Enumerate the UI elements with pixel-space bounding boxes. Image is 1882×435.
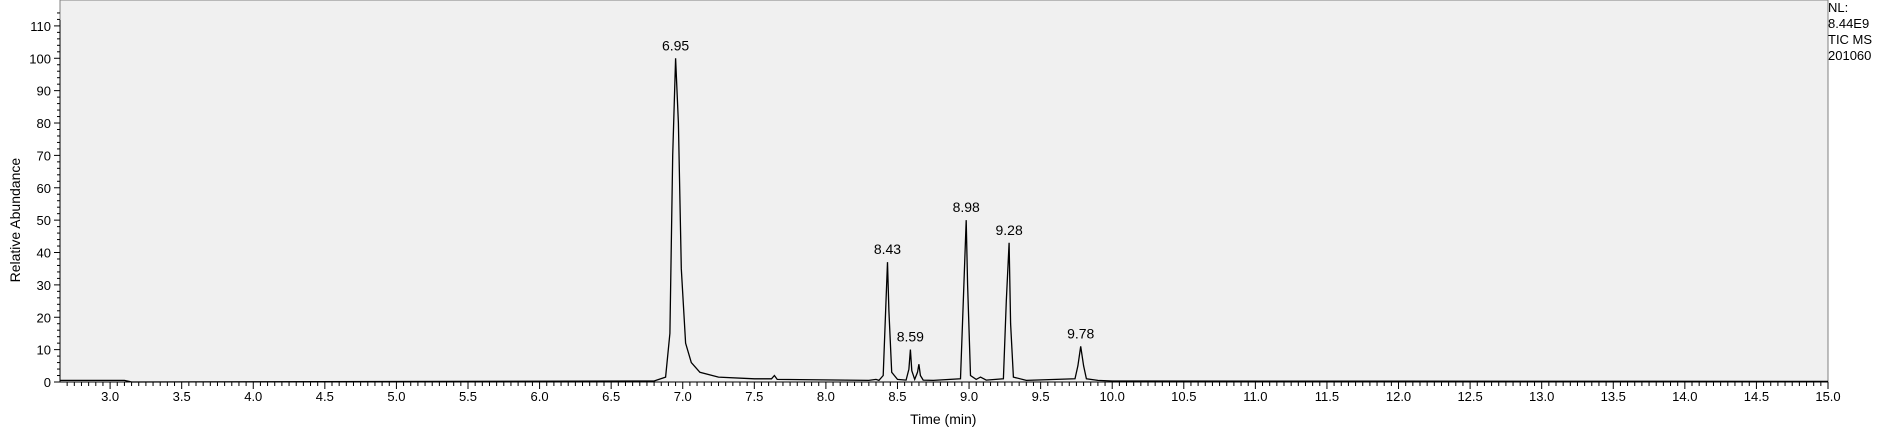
y-tick-label: 90 [37, 84, 51, 99]
x-tick-label: 4.0 [244, 389, 262, 404]
x-tick-label: 3.5 [173, 389, 191, 404]
minor-ticks [57, 12, 1822, 386]
nl-value: 8.44E9 [1828, 16, 1870, 31]
peak-labels: 6.95 8.43 8.59 8.98 9.28 9.78 [662, 37, 1095, 344]
x-tick-label: 13.5 [1601, 389, 1626, 404]
y-tick-label: 70 [37, 148, 51, 163]
plot-area [59, 0, 1829, 383]
x-axis-ticks: 3.0 3.5 4.0 4.5 5.0 5.5 6.0 6.5 7.0 7.5 8.0 8.5 9.0 9… [101, 382, 1841, 404]
x-tick-label: 5.5 [459, 389, 477, 404]
y-tick-label: 40 [37, 246, 51, 261]
y-tick-label: 60 [37, 181, 51, 196]
y-axis-ticks: 0 10 20 30 40 50 60 70 80 90 100 110 [29, 19, 60, 390]
tic-trace-line [60, 58, 1829, 383]
y-tick-label: 20 [37, 310, 51, 325]
x-tick-label: 6.5 [602, 389, 620, 404]
x-tick-label: 4.5 [316, 389, 334, 404]
x-tick-label: 11.0 [1243, 389, 1267, 404]
x-tick-label: 7.0 [674, 389, 692, 404]
x-tick-label: 9.5 [1032, 389, 1050, 404]
y-tick-label: 10 [37, 343, 51, 358]
peak-label: 6.95 [662, 37, 689, 53]
x-tick-label: 6.0 [531, 389, 549, 404]
x-tick-label: 3.0 [101, 389, 119, 404]
nl-label: NL: [1828, 0, 1849, 15]
y-tick-label: 80 [37, 116, 51, 131]
file-id: 201060 [1828, 48, 1872, 63]
trace-info-panel: NL: 8.44E9 TIC MS 201060 [1828, 0, 1882, 64]
y-tick-label: 110 [30, 19, 51, 34]
x-tick-label: 10.5 [1171, 389, 1196, 404]
x-tick-label: 5.0 [387, 389, 405, 404]
x-tick-label: 13.0 [1529, 389, 1554, 404]
x-tick-label: 8.0 [817, 389, 835, 404]
x-tick-label: 9.0 [960, 389, 978, 404]
peak-label: 9.78 [1067, 325, 1094, 341]
x-axis-title: Time (min) [910, 411, 976, 427]
peak-label: 8.59 [897, 329, 924, 345]
y-tick-label: 50 [37, 213, 51, 228]
peak-label: 8.43 [874, 241, 901, 257]
y-tick-label: 30 [37, 278, 51, 293]
x-tick-label: 12.5 [1457, 389, 1482, 404]
peak-label: 8.98 [953, 199, 980, 215]
peak-label: 9.28 [996, 222, 1023, 238]
scan-type: TIC MS [1828, 32, 1873, 47]
y-tick-label: 0 [44, 375, 51, 390]
x-tick-label: 11.5 [1315, 389, 1339, 404]
x-tick-label: 15.0 [1815, 389, 1840, 404]
x-tick-label: 14.5 [1744, 389, 1769, 404]
x-tick-label: 10.0 [1100, 389, 1125, 404]
x-tick-label: 14.0 [1672, 389, 1697, 404]
x-tick-label: 7.5 [745, 389, 763, 404]
y-axis-title: Relative Abundance [7, 158, 23, 283]
x-tick-label: 8.5 [888, 389, 906, 404]
x-tick-label: 12.0 [1386, 389, 1411, 404]
y-tick-label: 100 [29, 51, 51, 66]
